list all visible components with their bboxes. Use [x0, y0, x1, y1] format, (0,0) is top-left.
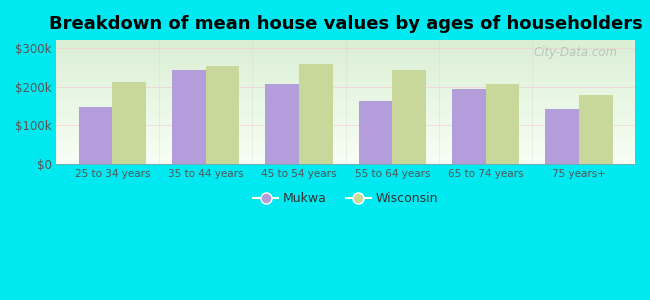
Bar	[486, 84, 519, 164]
Bar	[579, 95, 612, 164]
Text: City-Data.com: City-Data.com	[534, 46, 618, 59]
Bar	[206, 67, 239, 164]
Title: Breakdown of mean house values by ages of householders: Breakdown of mean house values by ages o…	[49, 15, 643, 33]
Bar	[452, 89, 486, 164]
Bar	[359, 101, 393, 164]
Legend: Mukwa, Wisconsin: Mukwa, Wisconsin	[248, 187, 443, 210]
Bar	[393, 70, 426, 164]
Bar	[265, 84, 299, 164]
Bar	[79, 107, 112, 164]
Bar	[112, 82, 146, 164]
Bar	[172, 70, 206, 164]
Bar	[299, 64, 333, 164]
Bar	[545, 109, 579, 164]
